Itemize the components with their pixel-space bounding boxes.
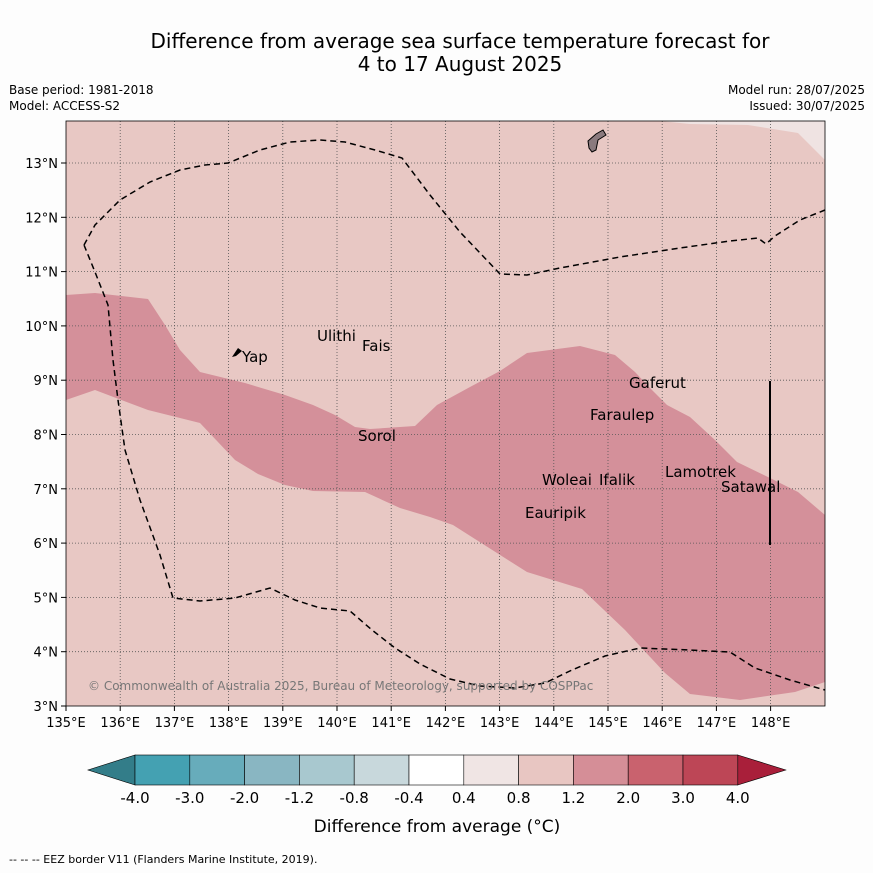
x-axis-ticks: 135°E 136°E 137°E 138°E 139°E 140°E 141°E 142°E… (46, 706, 790, 731)
x-tick-label: 143°E (480, 716, 520, 731)
y-tick-label: 13°N (25, 157, 58, 172)
colorbar-tick-label: -1.2 (285, 789, 314, 807)
colorbar-tick-label: 4.0 (726, 789, 750, 807)
map-title-line1: Difference from average sea surface temp… (150, 29, 770, 53)
y-tick-label: 7°N (34, 483, 59, 498)
place-sorol: Sorol (358, 427, 396, 445)
colorbar-segment (134, 754, 191, 786)
x-tick-label: 135°E (46, 716, 86, 731)
model-name: Model: ACCESS-S2 (9, 99, 121, 113)
colorbar-segment (353, 754, 410, 786)
y-tick-label: 11°N (25, 266, 58, 281)
y-axis-ticks: 13°N 12°N 11°N 10°N 9°N 8°N 7°N 6°N 5°N 4°N 3°N (25, 157, 66, 715)
place-woleai: Woleai (542, 471, 592, 489)
place-satawal: Satawal (721, 478, 780, 496)
place-labels: Yap Ulithi Fais Sorol Gaferut Faraulep W… (241, 327, 780, 522)
place-faraulep: Faraulep (590, 406, 654, 424)
colorbar-tick-label: -3.0 (175, 789, 204, 807)
colorbar-extend-low (87, 754, 136, 786)
map-title-line2: 4 to 17 August 2025 (357, 52, 563, 76)
y-tick-label: 12°N (25, 211, 58, 226)
y-tick-label: 6°N (34, 537, 59, 552)
anomaly-fill-0.4-0.8 (660, 121, 825, 160)
place-ifalik: Ifalik (599, 471, 635, 489)
colorbar: -4.0 -3.0 -2.0 -1.2 -0.8 -0.4 0.4 0.8 1.2 2.0 3.0 4… (87, 754, 787, 807)
y-tick-label: 10°N (25, 320, 58, 335)
x-tick-label: 144°E (534, 716, 574, 731)
base-period: Base period: 1981-2018 (9, 83, 154, 97)
meta-right: Model run: 28/07/2025 Issued: 30/07/2025 (728, 82, 865, 114)
colorbar-segment (244, 754, 300, 786)
place-eauripik: Eauripik (525, 504, 586, 522)
colorbar-tick-label: -0.8 (340, 789, 369, 807)
colorbar-tick-label: 2.0 (616, 789, 640, 807)
x-tick-label: 138°E (209, 716, 249, 731)
place-lamotrek: Lamotrek (665, 463, 736, 481)
colorbar-tick-label: 1.2 (561, 789, 585, 807)
colorbar-tick-label: -0.4 (394, 789, 423, 807)
eez-footnote: -- -- -- EEZ border V11 (Flanders Marine… (9, 853, 318, 866)
place-yap: Yap (241, 348, 268, 366)
x-tick-label: 140°E (317, 716, 357, 731)
colorbar-label: Difference from average (°C) (314, 817, 561, 837)
colorbar-tick-label: 0.8 (507, 789, 531, 807)
yap-island (232, 348, 242, 357)
copyright-text: © Commonwealth of Australia 2025, Bureau… (88, 679, 593, 693)
place-gaferut: Gaferut (629, 374, 686, 392)
x-tick-label: 146°E (642, 716, 682, 731)
colorbar-segment (573, 754, 629, 786)
place-fais: Fais (362, 337, 391, 355)
y-tick-label: 9°N (34, 374, 59, 389)
x-tick-label: 136°E (100, 716, 140, 731)
colorbar-segment (682, 754, 739, 786)
colorbar-extend-high (737, 754, 787, 786)
x-tick-label: 141°E (371, 716, 411, 731)
place-ulithi: Ulithi (317, 327, 356, 345)
meta-left: Base period: 1981-2018 Model: ACCESS-S2 (9, 82, 154, 114)
colorbar-segment (299, 754, 355, 786)
y-tick-label: 5°N (34, 591, 59, 606)
eez-border (83, 139, 826, 691)
x-tick-label: 142°E (426, 716, 466, 731)
colorbar-segment (463, 754, 519, 786)
model-run: Model run: 28/07/2025 (727, 83, 865, 97)
colorbar-tick-label: -2.0 (230, 789, 259, 807)
guam-island (587, 129, 607, 153)
colorbar-segment (518, 754, 574, 786)
colorbar-tick-label: 0.4 (452, 789, 476, 807)
x-tick-label: 137°E (155, 716, 195, 731)
y-tick-label: 8°N (34, 429, 59, 444)
x-tick-label: 139°E (263, 716, 303, 731)
colorbar-segment (627, 754, 684, 786)
x-tick-label: 147°E (697, 716, 737, 731)
colorbar-segment (189, 754, 245, 786)
x-tick-label: 148°E (751, 716, 791, 731)
y-tick-label: 4°N (34, 646, 59, 661)
colorbar-segment (408, 754, 465, 786)
graticule (66, 121, 825, 706)
colorbar-tick-label: -4.0 (120, 789, 149, 807)
colorbar-tick-label: 3.0 (671, 789, 695, 807)
issued-date: Issued: 30/07/2025 (749, 99, 865, 113)
x-tick-label: 145°E (588, 716, 628, 731)
y-tick-label: 3°N (34, 700, 59, 715)
